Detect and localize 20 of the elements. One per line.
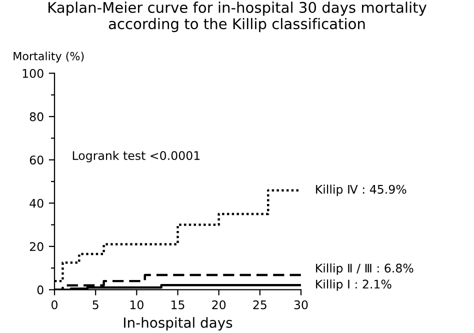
x-tick-label: 30 (294, 300, 308, 310)
y-tick-label: 0 (37, 285, 44, 294)
y-tick-label: 80 (30, 112, 44, 122)
x-tick-label: 25 (253, 300, 266, 310)
y-tick-label: 40 (30, 198, 44, 208)
series-label: Killip Ⅰ : 2.1% (316, 279, 392, 291)
x-tick-label: 5 (92, 300, 98, 310)
y-tick-label: 100 (22, 68, 44, 78)
x-tick-label: 10 (130, 300, 144, 310)
y-tick-label: 20 (30, 242, 44, 252)
y-tick-label: 60 (30, 156, 44, 164)
chart-title: Kaplan-Meier curve for in-hospital 30 days mortality according to the Killip classification (48, 2, 426, 32)
y-axis-title: Mortality (%) (14, 52, 84, 62)
series-label: Killip Ⅱ / Ⅲ : 6.8% (316, 263, 414, 275)
x-tick-label: 0 (52, 300, 58, 310)
annotation: Logrank test <0.0001 (72, 150, 200, 162)
x-axis-title: In-hospital days (124, 317, 232, 331)
x-tick-label: 20 (212, 300, 226, 310)
series-label: Killip Ⅳ : 45.9% (316, 184, 406, 196)
x-tick-label: 15 (172, 300, 184, 310)
